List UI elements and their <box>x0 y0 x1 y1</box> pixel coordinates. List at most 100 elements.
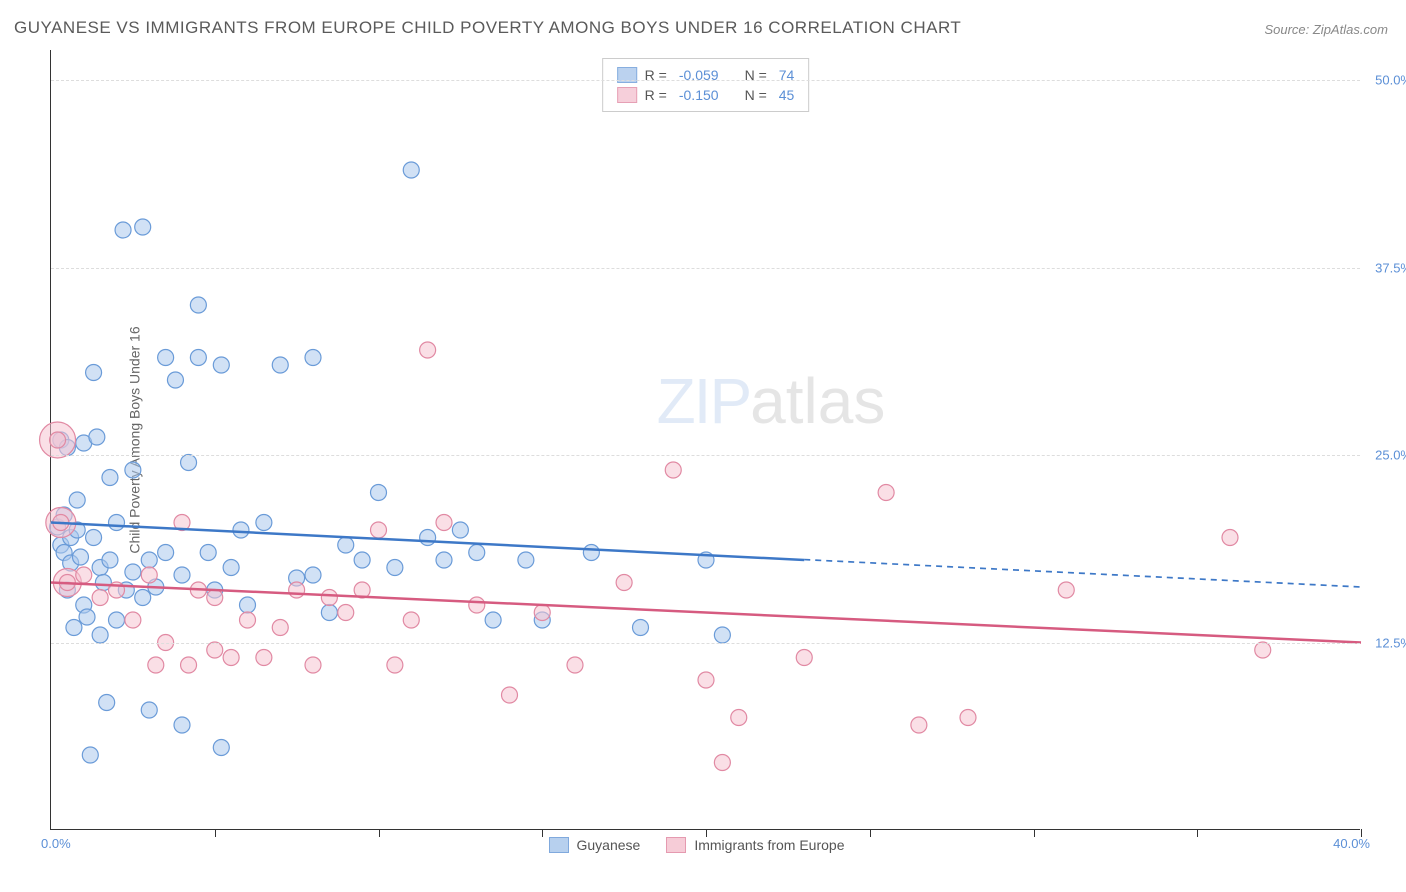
scatter-point <box>469 545 485 561</box>
y-axis-tick-label: 25.0% <box>1375 448 1406 463</box>
legend-swatch <box>617 87 637 103</box>
scatter-point <box>305 350 321 366</box>
grid-line <box>51 455 1360 456</box>
scatter-point <box>223 560 239 576</box>
scatter-point <box>174 717 190 733</box>
correlation-legend: R =-0.059N =74R =-0.150N =45 <box>602 58 810 112</box>
scatter-point <box>82 747 98 763</box>
scatter-point <box>485 612 501 628</box>
scatter-point <box>141 567 157 583</box>
x-axis-tick <box>542 829 543 837</box>
grid-line <box>51 80 1360 81</box>
legend-series-label: Guyanese <box>577 837 641 853</box>
scatter-point <box>289 582 305 598</box>
scatter-point <box>272 357 288 373</box>
scatter-point <box>76 567 92 583</box>
scatter-point <box>436 552 452 568</box>
scatter-point <box>714 755 730 771</box>
x-axis-min-label: 0.0% <box>41 836 71 851</box>
scatter-point <box>86 365 102 381</box>
scatter-point <box>371 485 387 501</box>
scatter-point <box>115 222 131 238</box>
scatter-point <box>338 537 354 553</box>
scatter-point <box>240 597 256 613</box>
scatter-point <box>141 552 157 568</box>
scatter-point <box>387 560 403 576</box>
trend-line-extrapolated <box>804 560 1361 587</box>
x-axis-tick <box>1197 829 1198 837</box>
scatter-point <box>102 470 118 486</box>
scatter-point <box>452 522 468 538</box>
scatter-point <box>102 552 118 568</box>
scatter-point <box>141 702 157 718</box>
legend-swatch <box>666 837 686 853</box>
scatter-point <box>354 552 370 568</box>
scatter-point <box>321 590 337 606</box>
legend-correlation-row: R =-0.059N =74 <box>617 65 795 85</box>
scatter-point <box>174 567 190 583</box>
scatter-point <box>272 620 288 636</box>
legend-n-label: N = <box>745 87 767 103</box>
scatter-point <box>99 695 115 711</box>
scatter-point <box>256 650 272 666</box>
scatter-point <box>135 219 151 235</box>
scatter-point <box>135 590 151 606</box>
scatter-point <box>190 350 206 366</box>
scatter-point <box>207 590 223 606</box>
scatter-point <box>878 485 894 501</box>
scatter-point <box>240 612 256 628</box>
scatter-point <box>89 429 105 445</box>
scatter-point <box>567 657 583 673</box>
chart-title: GUYANESE VS IMMIGRANTS FROM EUROPE CHILD… <box>14 18 961 38</box>
scatter-point <box>213 740 229 756</box>
scatter-point <box>92 627 108 643</box>
scatter-point <box>338 605 354 621</box>
x-axis-tick <box>1361 829 1362 837</box>
scatter-point <box>371 522 387 538</box>
scatter-point <box>403 612 419 628</box>
scatter-point <box>305 567 321 583</box>
grid-line <box>51 643 1360 644</box>
scatter-point <box>69 492 85 508</box>
x-axis-tick <box>215 829 216 837</box>
legend-r-value: -0.150 <box>679 87 719 103</box>
scatter-point <box>420 342 436 358</box>
scatter-point <box>50 432 66 448</box>
scatter-point <box>92 590 108 606</box>
scatter-point <box>72 549 88 565</box>
scatter-point <box>387 657 403 673</box>
scatter-point <box>1222 530 1238 546</box>
scatter-point <box>190 297 206 313</box>
scatter-point <box>200 545 216 561</box>
x-axis-tick <box>379 829 380 837</box>
scatter-point <box>403 162 419 178</box>
scatter-point <box>181 657 197 673</box>
grid-line <box>51 268 1360 269</box>
scatter-point <box>1058 582 1074 598</box>
scatter-point <box>125 564 141 580</box>
scatter-point <box>125 612 141 628</box>
scatter-point <box>109 612 125 628</box>
scatter-point <box>436 515 452 531</box>
scatter-point <box>502 687 518 703</box>
scatter-point <box>213 357 229 373</box>
scatter-point <box>960 710 976 726</box>
scatter-point <box>714 627 730 643</box>
chart-plot-area: Child Poverty Among Boys Under 16 ZIPatl… <box>50 50 1360 830</box>
y-axis-tick-label: 37.5% <box>1375 260 1406 275</box>
scatter-point <box>148 657 164 673</box>
scatter-point <box>158 350 174 366</box>
scatter-point <box>796 650 812 666</box>
scatter-point <box>79 609 95 625</box>
scatter-point <box>518 552 534 568</box>
scatter-point <box>223 650 239 666</box>
scatter-point <box>420 530 436 546</box>
x-axis-tick <box>706 829 707 837</box>
legend-series-label: Immigrants from Europe <box>694 837 844 853</box>
scatter-point <box>256 515 272 531</box>
legend-n-value: 45 <box>779 87 795 103</box>
scatter-point <box>534 605 550 621</box>
legend-correlation-row: R =-0.150N =45 <box>617 85 795 105</box>
scatter-point <box>633 620 649 636</box>
x-axis-tick <box>1034 829 1035 837</box>
